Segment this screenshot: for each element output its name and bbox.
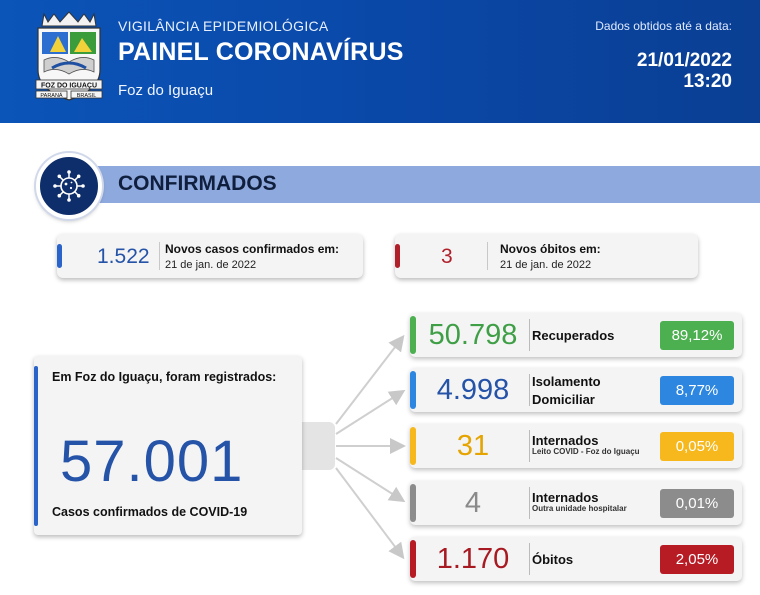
row-accent-bar (410, 316, 416, 354)
row-percent-badge: 0,05% (660, 432, 734, 461)
row-label: Recuperados (532, 328, 615, 343)
new-deaths-value: 3 (441, 245, 453, 268)
new-cases-divider (159, 242, 160, 270)
total-footer: Casos confirmados de COVID-19 (52, 505, 248, 519)
total-cases-value: 57.001 (60, 429, 244, 494)
row-accent-bar (410, 427, 416, 465)
new-deaths-divider (487, 242, 488, 270)
virus-icon (53, 170, 85, 202)
row-label: Óbitos (532, 552, 574, 567)
row-label-line2: Domiciliar (532, 392, 595, 407)
section-title: CONFIRMADOS (118, 172, 277, 195)
row-recuperados: 50.798 Recuperados 89,12% (410, 313, 742, 357)
new-cases-accent-bar (57, 244, 62, 268)
crest-banner-text: FOZ DO IGUAÇU (41, 83, 97, 90)
row-value: 31 (456, 430, 490, 462)
crest-right-text: BRASIL (77, 93, 97, 99)
page-title: PAINEL CORONAVÍRUS (118, 38, 404, 66)
total-intro: Em Foz do Iguaçu, foram registrados: (52, 370, 277, 384)
row-value: 4.998 (436, 374, 510, 406)
row-label: Internados (532, 490, 599, 505)
section-icon-circle (36, 153, 102, 219)
city-crest-icon: FOZ DO IGUAÇU PARANÁ BRASIL (35, 11, 103, 101)
new-deaths-date: 21 de jan. de 2022 (500, 259, 592, 271)
row-value: 4 (464, 487, 482, 519)
row-percent-badge: 8,77% (660, 376, 734, 405)
row-value: 50.798 (428, 319, 518, 351)
row-divider (529, 487, 530, 519)
city-name: Foz do Iguaçu (118, 82, 214, 99)
row-internados-outra: 4 Internados Outra unidade hospitalar 0,… (410, 481, 742, 525)
row-divider (529, 543, 530, 575)
row-value: 1.170 (436, 543, 510, 575)
header-kicker: VIGILÂNCIA EPIDEMIOLÓGICA (118, 18, 329, 34)
data-time: 13:20 (683, 71, 732, 92)
new-cases-label: Novos casos confirmados em: (165, 242, 340, 256)
row-sublabel: Outra unidade hospitalar (532, 504, 627, 513)
new-cases-value: 1.522 (97, 245, 150, 268)
row-divider (529, 374, 530, 406)
total-cases-card: Em Foz do Iguaçu, foram registrados: 57.… (34, 356, 302, 535)
total-accent-bar (34, 366, 38, 526)
row-percent-badge: 89,12% (660, 321, 734, 350)
row-divider (529, 430, 530, 462)
row-label: Internados (532, 433, 599, 448)
row-sublabel: Leito COVID - Foz do Iguaçu (532, 447, 640, 456)
new-cases-date: 21 de jan. de 2022 (165, 259, 257, 271)
row-obitos: 1.170 Óbitos 2,05% (410, 537, 742, 581)
new-deaths-card: 3 Novos óbitos em: 21 de jan. de 2022 (395, 234, 698, 278)
new-cases-card: 1.522 Novos casos confirmados em: 21 de … (57, 234, 363, 278)
row-percent-badge: 0,01% (660, 489, 734, 518)
connector-tab (300, 422, 335, 470)
data-date: 21/01/2022 (636, 50, 732, 71)
new-deaths-accent-bar (395, 244, 400, 268)
row-accent-bar (410, 371, 416, 409)
row-accent-bar (410, 484, 416, 522)
crest-left-text: PARANÁ (40, 92, 63, 99)
row-accent-bar (410, 540, 416, 578)
header-banner: FOZ DO IGUAÇU PARANÁ BRASIL VIGILÂNCIA E… (0, 0, 760, 123)
data-date-label: Dados obtidos até a data: (595, 19, 732, 33)
row-label: Isolamento (532, 374, 601, 389)
section-band (44, 166, 760, 203)
row-percent-badge: 2,05% (660, 545, 734, 574)
new-deaths-label: Novos óbitos em: (500, 242, 601, 256)
row-divider (529, 319, 530, 351)
row-internados-covid: 31 Internados Leito COVID - Foz do Iguaç… (410, 424, 742, 468)
row-isolamento: 4.998 Isolamento Domiciliar 8,77% (410, 368, 742, 412)
